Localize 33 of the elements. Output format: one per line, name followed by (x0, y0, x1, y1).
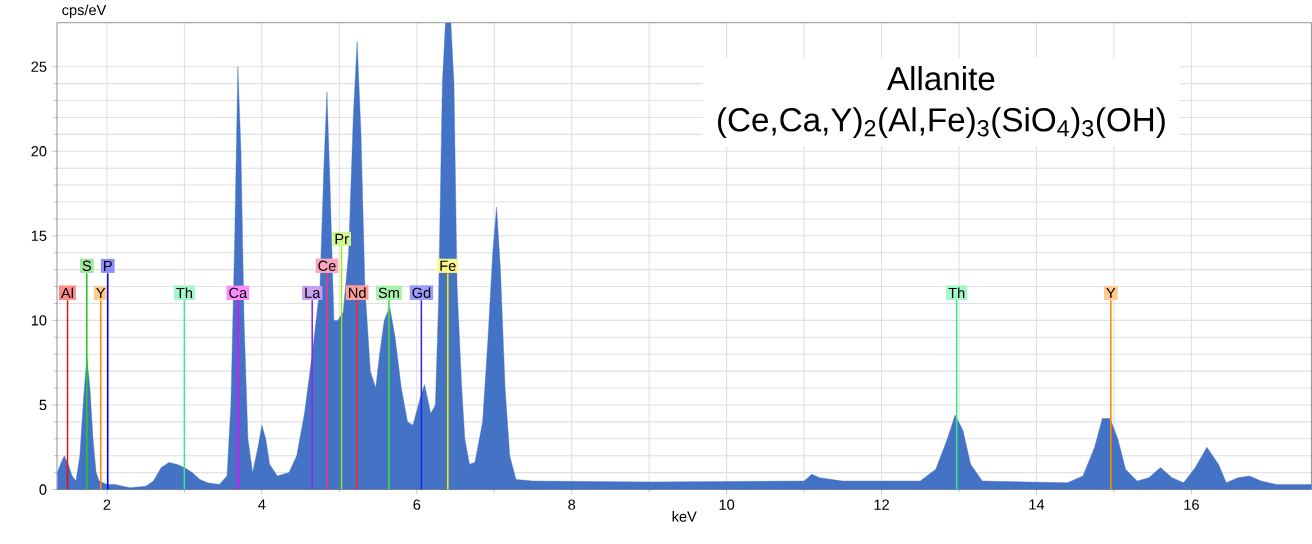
y-tick-label: 25 (31, 61, 47, 73)
ref-line-label: La (305, 288, 321, 299)
y-tick-label: 15 (31, 230, 47, 242)
ref-line-label: Th (176, 287, 192, 299)
x-tick-label: 10 (719, 499, 735, 511)
x-tick-label: 12 (874, 499, 889, 510)
x-axis-title: keV (672, 511, 697, 522)
ref-line-label: Al (60, 287, 73, 299)
x-tick-label: 2 (103, 499, 111, 510)
y-tick-label: 10 (31, 315, 47, 326)
ref-line-label: P (104, 261, 112, 272)
ref-line-label: S (82, 260, 91, 272)
ref-line-label: Ce (318, 260, 336, 272)
ref-line-label: Y (1106, 288, 1116, 299)
ref-line-label: Ca (229, 287, 248, 299)
ref-line-label: Y (96, 288, 106, 299)
y-tick-label: 0 (39, 484, 47, 495)
x-tick-label: 8 (568, 499, 576, 511)
x-tick-label: 6 (413, 499, 421, 511)
x-tick-label: 4 (258, 499, 266, 510)
y-tick-label: 5 (39, 400, 47, 411)
ref-line-label: Fe (440, 261, 456, 272)
text: Allanite (887, 66, 995, 91)
text: (Ce,Ca,Y)$_{2}$(Al,Fe)$_{3}$(SiO$_{4}$)$_{3}$(OH) (718, 107, 1165, 139)
ref-line-label: Th (948, 287, 965, 299)
x-tick-label: 14 (1029, 499, 1045, 510)
ref-line-label: Nd (349, 287, 366, 299)
ref-line-label: Gd (412, 287, 431, 299)
x-tick-label: 16 (1184, 499, 1199, 511)
ref-line-label: Pr (335, 234, 349, 245)
y-tick-label: 20 (31, 146, 47, 157)
ref-line-label: Sm (378, 287, 399, 299)
y-axis-title: cps/eV (62, 4, 107, 19)
